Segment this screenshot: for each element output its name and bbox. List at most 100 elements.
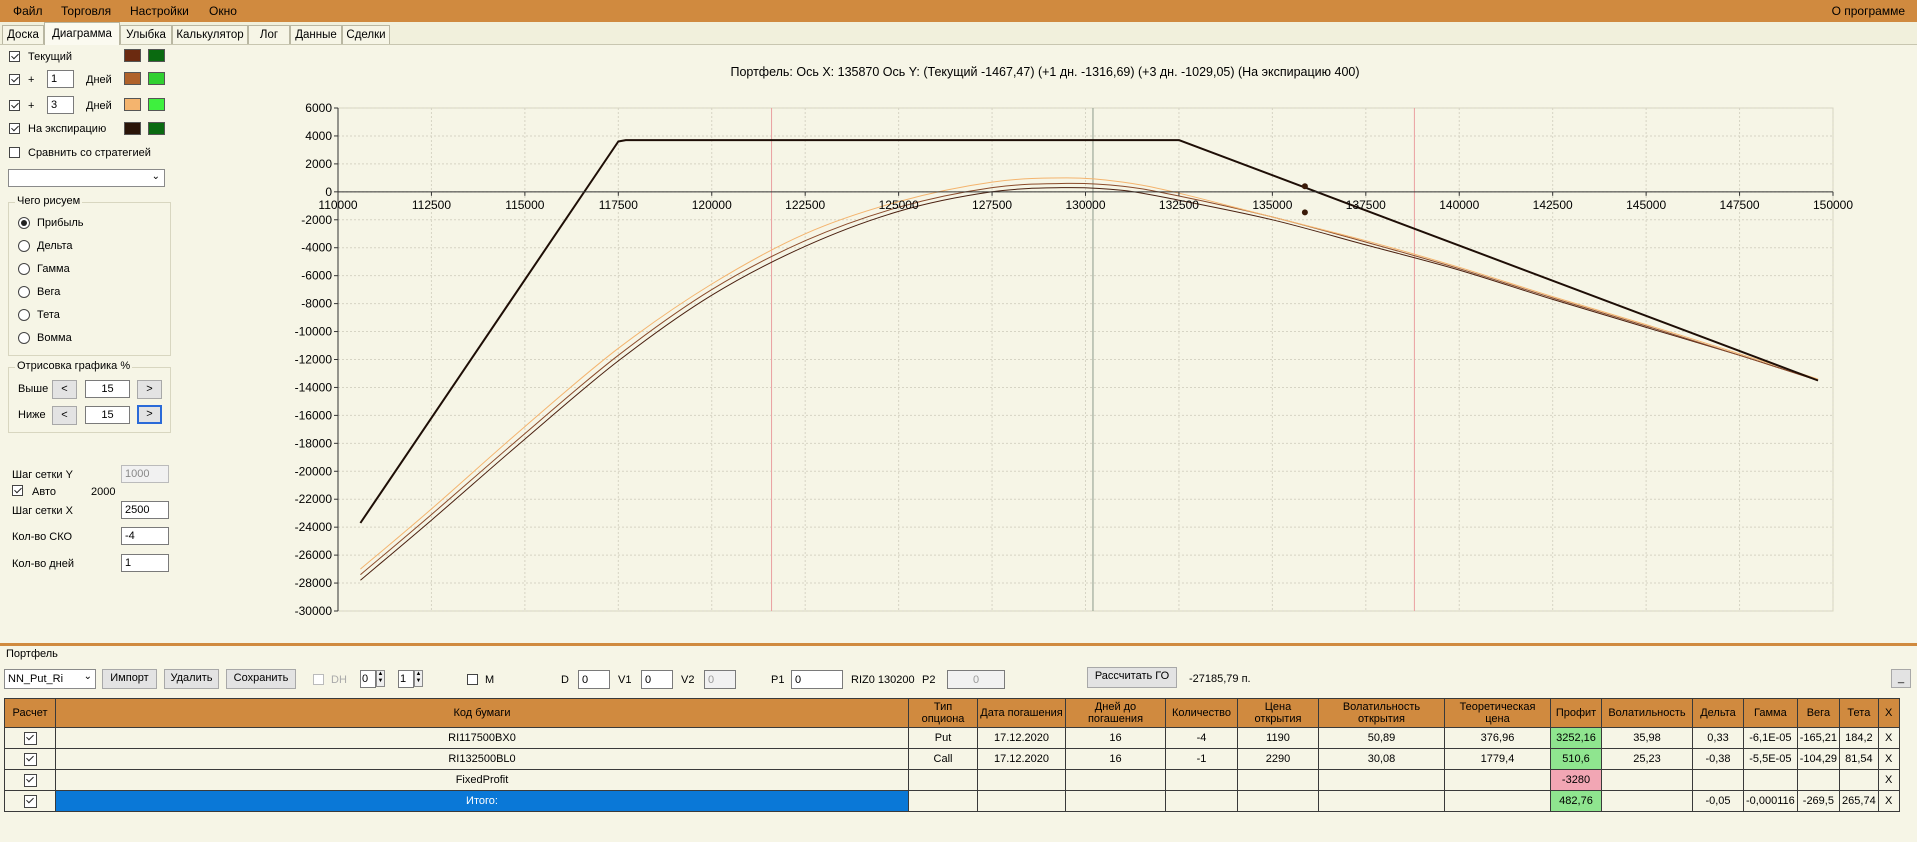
row-calc-checkbox[interactable] bbox=[23, 794, 37, 808]
radio-delta[interactable] bbox=[18, 240, 30, 252]
series-plus3-days-input[interactable] bbox=[47, 96, 74, 114]
menu-window[interactable]: Окно bbox=[209, 4, 237, 18]
col-gamma[interactable]: Гамма bbox=[1743, 698, 1798, 728]
series-current-checkbox[interactable] bbox=[9, 51, 20, 62]
cell-remove[interactable]: X bbox=[1877, 790, 1900, 812]
row-calc-checkbox[interactable] bbox=[23, 731, 37, 745]
table-row[interactable]: FixedProfit -3280 X bbox=[4, 769, 1900, 791]
cell-gamma: -6,1E-05 bbox=[1743, 727, 1798, 749]
series-plus3-color-1[interactable] bbox=[124, 98, 141, 111]
calc-go-button[interactable]: Рассчитать ГО bbox=[1087, 667, 1177, 688]
spin1-arrows[interactable]: ▲ ▼ bbox=[376, 670, 385, 687]
x-tick-label: 145000 bbox=[1626, 198, 1666, 212]
col-volatility[interactable]: Волатильность bbox=[1601, 698, 1693, 728]
radio-profit[interactable] bbox=[18, 217, 30, 229]
series-plus1-color-1[interactable] bbox=[124, 72, 141, 85]
col-theoretical-price[interactable]: Теоретическая цена bbox=[1444, 698, 1551, 728]
series-expiry-color-1[interactable] bbox=[124, 122, 141, 135]
save-button[interactable]: Сохранить bbox=[226, 669, 296, 689]
series-expiry-checkbox[interactable] bbox=[9, 123, 20, 134]
radio-gamma[interactable] bbox=[18, 263, 30, 275]
radio-theta[interactable] bbox=[18, 309, 30, 321]
compare-strategy-label: Сравнить со стратегией bbox=[28, 147, 151, 159]
col-option-type[interactable]: Тип опциона bbox=[908, 698, 978, 728]
tab-data[interactable]: Данные bbox=[290, 25, 342, 44]
col-remove[interactable]: X bbox=[1877, 698, 1900, 728]
series-current-color-1[interactable] bbox=[124, 49, 141, 62]
radio-vomma[interactable] bbox=[18, 332, 30, 344]
below-decrease-button[interactable]: < bbox=[52, 406, 77, 425]
col-code[interactable]: Код бумаги bbox=[55, 698, 909, 728]
cell-remove[interactable]: X bbox=[1877, 769, 1900, 791]
col-open-price[interactable]: Цена открытия bbox=[1237, 698, 1319, 728]
tab-calculator[interactable]: Калькулятор bbox=[172, 25, 248, 44]
col-calc[interactable]: Расчет bbox=[4, 698, 56, 728]
series-plus1-checkbox[interactable] bbox=[9, 74, 20, 85]
above-input[interactable] bbox=[85, 380, 130, 398]
col-theta[interactable]: Тета bbox=[1839, 698, 1879, 728]
splitter[interactable] bbox=[0, 643, 1917, 646]
spin2-arrows[interactable]: ▲ ▼ bbox=[414, 670, 423, 687]
payoff-chart[interactable]: Портфель: Ось X: 135870 Ось Y: (Текущий … bbox=[0, 44, 1917, 642]
tab-board[interactable]: Доска bbox=[2, 25, 44, 44]
portfolio-select[interactable]: NN_Put_Ri ⌄ bbox=[4, 669, 96, 689]
col-vega[interactable]: Вега bbox=[1796, 698, 1841, 728]
above-decrease-button[interactable]: < bbox=[52, 380, 77, 399]
m-checkbox[interactable] bbox=[467, 674, 478, 685]
tab-smile[interactable]: Улыбка bbox=[120, 25, 172, 44]
cell-remove[interactable]: X bbox=[1877, 727, 1900, 749]
col-delta[interactable]: Дельта bbox=[1692, 698, 1744, 728]
col-expiry-date[interactable]: Дата погашения bbox=[977, 698, 1066, 728]
col-open-volatility[interactable]: Волатильность открытия bbox=[1318, 698, 1445, 728]
series-plus3-checkbox[interactable] bbox=[9, 100, 20, 111]
spin1-input[interactable] bbox=[360, 670, 376, 688]
below-input[interactable] bbox=[85, 406, 130, 424]
menu-settings[interactable]: Настройки bbox=[130, 4, 189, 18]
series-current-color-2[interactable] bbox=[148, 49, 165, 62]
v1-label: V1 bbox=[618, 674, 632, 686]
series-expiry-color-2[interactable] bbox=[148, 122, 165, 135]
table-row[interactable]: Итого: 482,76 -0,05 -0,000116 -269,5 265,74 X bbox=[4, 790, 1900, 812]
auto-checkbox[interactable] bbox=[12, 485, 23, 496]
y-tick-label: -22000 bbox=[295, 492, 333, 506]
p1-input[interactable] bbox=[791, 670, 843, 689]
table-row[interactable]: RI117500BX0 Put 17.12.2020 16 -4 1190 50,89 376… bbox=[4, 727, 1900, 749]
below-increase-button[interactable]: > bbox=[137, 405, 162, 424]
cell-vega bbox=[1796, 769, 1841, 791]
col-profit[interactable]: Профит bbox=[1550, 698, 1602, 728]
menu-about[interactable]: О программе bbox=[1831, 4, 1905, 18]
import-button[interactable]: Импорт bbox=[102, 669, 157, 689]
grid-x-label: Шаг сетки X bbox=[12, 505, 73, 517]
delete-button[interactable]: Удалить bbox=[164, 669, 219, 689]
sko-input[interactable] bbox=[121, 527, 169, 545]
row-calc-checkbox[interactable] bbox=[23, 773, 37, 787]
tab-log[interactable]: Лог bbox=[248, 25, 290, 44]
radio-vega[interactable] bbox=[18, 286, 30, 298]
cell-profit: 510,6 bbox=[1550, 748, 1602, 770]
grid-x-input[interactable] bbox=[121, 501, 169, 519]
above-increase-button[interactable]: > bbox=[137, 380, 162, 399]
series-plus1-color-2[interactable] bbox=[148, 72, 165, 85]
series-plus3-color-2[interactable] bbox=[148, 98, 165, 111]
spin2-input[interactable] bbox=[398, 670, 414, 688]
series-plus1-days-input[interactable] bbox=[47, 70, 74, 88]
tab-diagram[interactable]: Диаграмма bbox=[44, 22, 120, 45]
y-tick-label: -10000 bbox=[295, 325, 333, 339]
cell-remove[interactable]: X bbox=[1877, 748, 1900, 770]
y-tick-label: -30000 bbox=[295, 604, 333, 618]
col-days-to-expiry[interactable]: Дней до погашения bbox=[1065, 698, 1166, 728]
days-count-input[interactable] bbox=[121, 554, 169, 572]
tab-deals[interactable]: Сделки bbox=[342, 25, 390, 44]
compare-strategy-checkbox[interactable] bbox=[9, 147, 20, 158]
row-calc-checkbox[interactable] bbox=[23, 752, 37, 766]
menu-trading[interactable]: Торговля bbox=[61, 4, 112, 18]
v1-input[interactable] bbox=[641, 670, 673, 689]
strategy-select[interactable]: ⌄ bbox=[8, 169, 165, 187]
menu-file[interactable]: Файл bbox=[13, 4, 43, 18]
col-quantity[interactable]: Количество bbox=[1165, 698, 1238, 728]
chevron-down-icon: ⌄ bbox=[83, 671, 92, 682]
table-row[interactable]: RI132500BL0 Call 17.12.2020 16 -1 2290 30,08 17… bbox=[4, 748, 1900, 770]
minimize-button[interactable]: _ bbox=[1891, 669, 1911, 688]
d-input[interactable] bbox=[578, 670, 610, 689]
cell-code: RI132500BL0 bbox=[55, 748, 909, 770]
